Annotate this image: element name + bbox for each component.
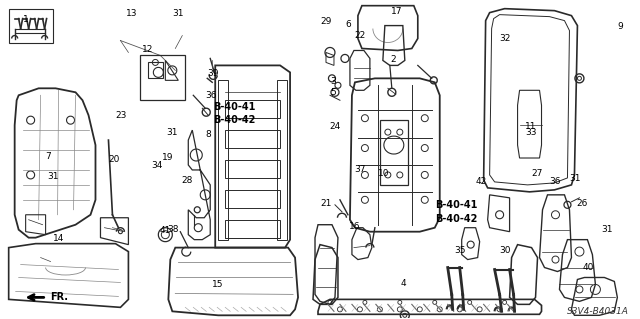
Text: 24: 24 bbox=[329, 122, 340, 131]
Text: 8: 8 bbox=[205, 130, 211, 138]
Text: 27: 27 bbox=[531, 169, 543, 178]
Text: 34: 34 bbox=[152, 161, 163, 170]
Text: 29: 29 bbox=[321, 17, 332, 26]
Text: 14: 14 bbox=[52, 234, 64, 243]
Text: 30: 30 bbox=[499, 246, 511, 255]
Text: 11: 11 bbox=[525, 122, 536, 131]
Text: B-40-41
B-40-42: B-40-41 B-40-42 bbox=[212, 102, 255, 125]
Text: 9: 9 bbox=[617, 22, 623, 31]
Text: 21: 21 bbox=[321, 199, 332, 208]
Text: 37: 37 bbox=[355, 165, 366, 174]
Text: 38: 38 bbox=[168, 225, 179, 234]
Text: 6: 6 bbox=[346, 20, 351, 29]
Text: 22: 22 bbox=[354, 31, 365, 40]
Text: 31: 31 bbox=[172, 9, 184, 18]
Text: 12: 12 bbox=[142, 45, 153, 55]
Text: 31: 31 bbox=[570, 174, 581, 183]
Text: 2: 2 bbox=[390, 55, 396, 64]
Text: 17: 17 bbox=[391, 7, 403, 16]
Text: 32: 32 bbox=[499, 34, 511, 43]
Text: 3: 3 bbox=[330, 77, 335, 86]
Text: 20: 20 bbox=[109, 155, 120, 164]
Text: 31: 31 bbox=[166, 128, 177, 137]
Text: 39: 39 bbox=[207, 69, 218, 78]
Text: 35: 35 bbox=[455, 246, 467, 255]
Text: 31: 31 bbox=[47, 173, 59, 182]
Text: 10: 10 bbox=[378, 169, 390, 178]
Text: 28: 28 bbox=[182, 176, 193, 185]
Text: 1: 1 bbox=[24, 15, 29, 24]
Text: 4: 4 bbox=[400, 279, 406, 288]
Text: B-40-41
B-40-42: B-40-41 B-40-42 bbox=[435, 200, 477, 224]
Text: 36: 36 bbox=[205, 92, 217, 100]
Text: 36: 36 bbox=[549, 177, 561, 186]
Text: 15: 15 bbox=[212, 280, 223, 289]
Text: 33: 33 bbox=[525, 128, 536, 137]
Text: FR.: FR. bbox=[51, 293, 68, 302]
Text: 26: 26 bbox=[576, 199, 588, 208]
Text: 5: 5 bbox=[330, 88, 335, 97]
Text: 23: 23 bbox=[115, 111, 127, 120]
Text: 13: 13 bbox=[126, 9, 138, 18]
Text: 19: 19 bbox=[163, 153, 174, 162]
Text: 31: 31 bbox=[602, 225, 613, 234]
Text: 41: 41 bbox=[160, 226, 171, 235]
Text: 42: 42 bbox=[476, 177, 486, 186]
Text: 7: 7 bbox=[45, 152, 51, 161]
Text: S3V4-B4031A: S3V4-B4031A bbox=[568, 307, 629, 316]
Text: 16: 16 bbox=[349, 222, 361, 231]
Text: 40: 40 bbox=[582, 263, 594, 272]
